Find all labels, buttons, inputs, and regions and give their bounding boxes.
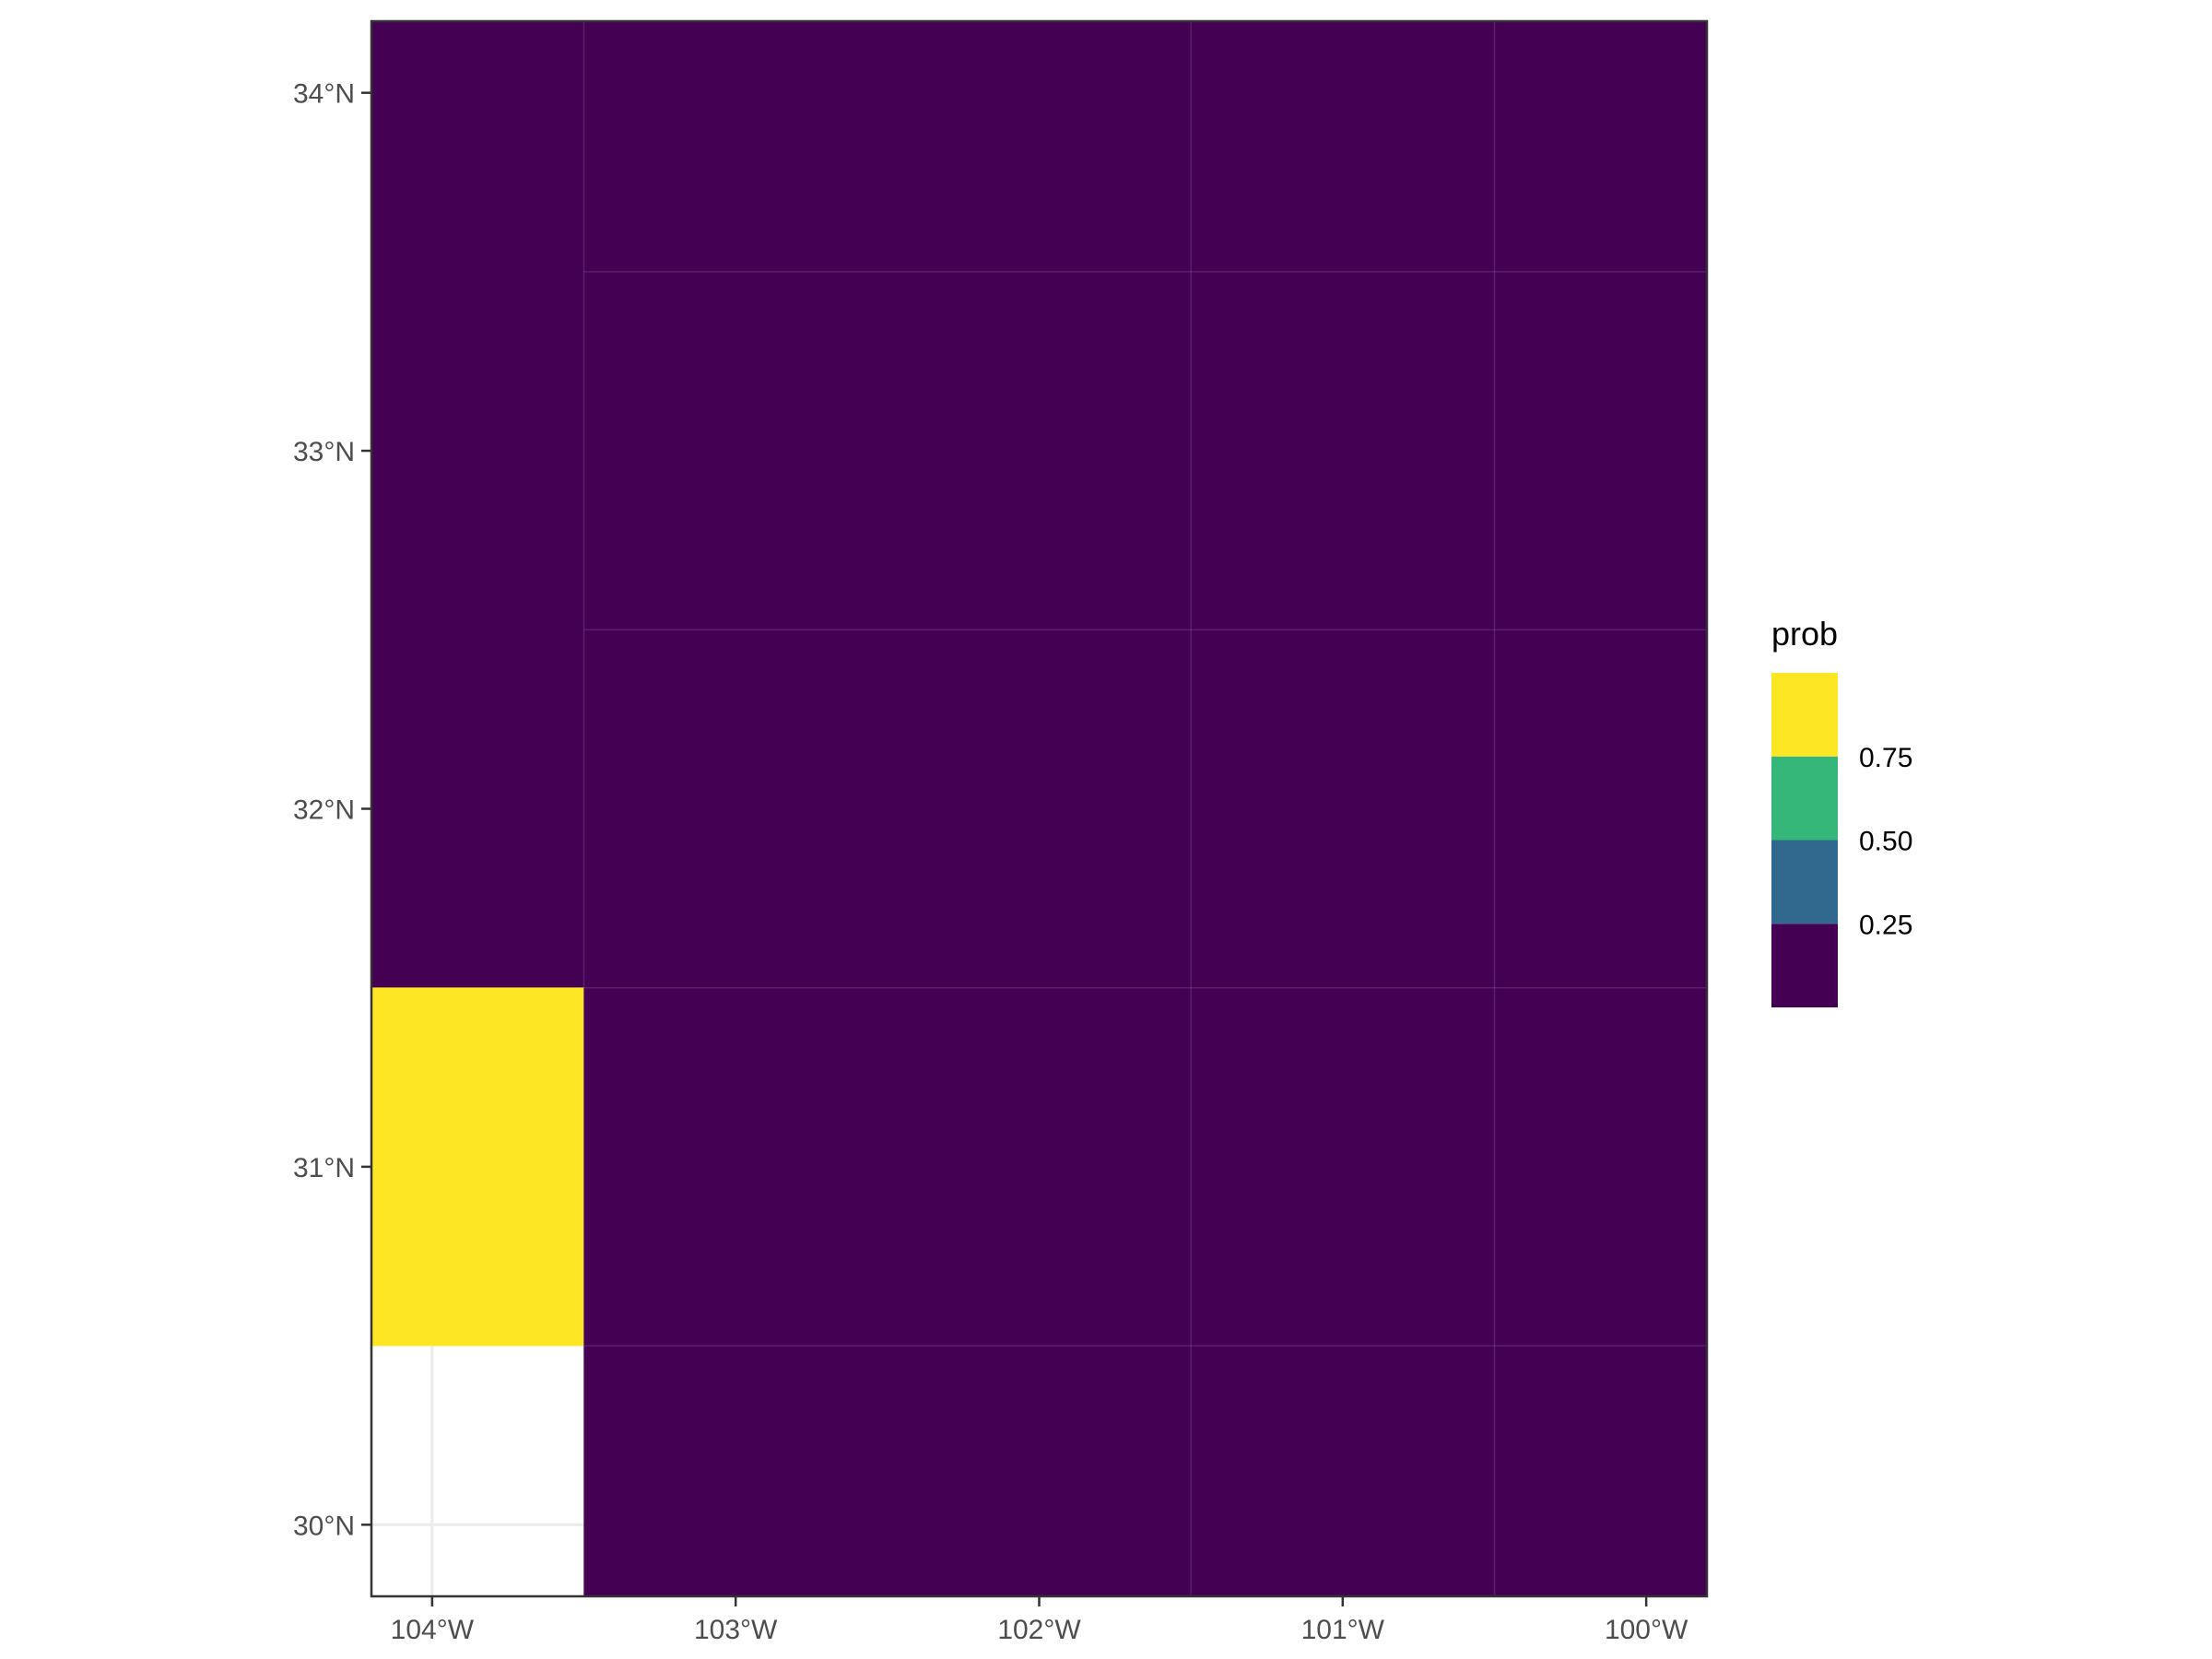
legend-swatch-3: [1771, 673, 1838, 757]
y-tick-label-1: 31°N: [293, 1153, 355, 1183]
raster-cell-13: [583, 987, 1192, 1347]
legend-labels: 0.25 0.50 0.75: [1859, 743, 1912, 941]
legend-label-1: 0.50: [1859, 827, 1912, 857]
raster-cell-0: [371, 20, 584, 273]
raster-cell-9: [583, 629, 1192, 989]
x-tick-label-4: 100°W: [1605, 1615, 1688, 1645]
x-tick-label-2: 102°W: [997, 1615, 1081, 1645]
legend-label-2: 0.75: [1859, 743, 1912, 773]
raster-cell-16: [583, 1345, 1192, 1597]
raster-cell-12: [371, 987, 584, 1347]
raster-cell-11: [1494, 629, 1708, 989]
y-tick-label-0: 30°N: [293, 1511, 355, 1541]
raster-cell-5: [583, 271, 1192, 630]
x-tick-label-3: 101°W: [1301, 1615, 1385, 1645]
raster-cell-3: [1494, 20, 1708, 273]
raster-cell-7: [1494, 271, 1708, 630]
raster-cell-15: [1494, 987, 1708, 1347]
raster-cell-17: [1190, 1345, 1495, 1597]
y-tick-label-4: 34°N: [293, 79, 355, 110]
raster-cell-2: [1190, 20, 1495, 273]
y-tick-label-2: 32°N: [293, 795, 355, 826]
legend-colorbar: [1771, 673, 1838, 1007]
cell-boundaries: [582, 21, 1707, 1596]
map-panel: [370, 19, 1709, 1598]
legend: prob 0.25 0.50 0.75: [1771, 615, 1912, 1007]
raster-cell-1: [583, 20, 1192, 273]
x-tick-label-1: 103°W: [694, 1615, 778, 1645]
raster-cells: [371, 20, 1708, 1597]
y-tick-label-3: 33°N: [293, 437, 355, 467]
raster-cell-10: [1190, 629, 1495, 989]
raster-cell-6: [1190, 271, 1495, 630]
x-tick-label-0: 104°W: [391, 1615, 475, 1645]
legend-label-0: 0.25: [1859, 910, 1912, 940]
x-axis: 104°W 103°W 102°W 101°W 100°W: [391, 1596, 1688, 1645]
legend-title: prob: [1771, 615, 1838, 653]
raster-cell-8: [371, 629, 584, 989]
legend-swatch-0: [1771, 924, 1838, 1007]
legend-swatch-1: [1771, 840, 1838, 924]
raster-cell-18: [1494, 1345, 1708, 1597]
raster-cell-4: [371, 271, 584, 630]
y-axis: 30°N 31°N 32°N 33°N 34°N: [293, 79, 371, 1541]
raster-cell-14: [1190, 987, 1495, 1347]
legend-swatch-2: [1771, 756, 1838, 841]
